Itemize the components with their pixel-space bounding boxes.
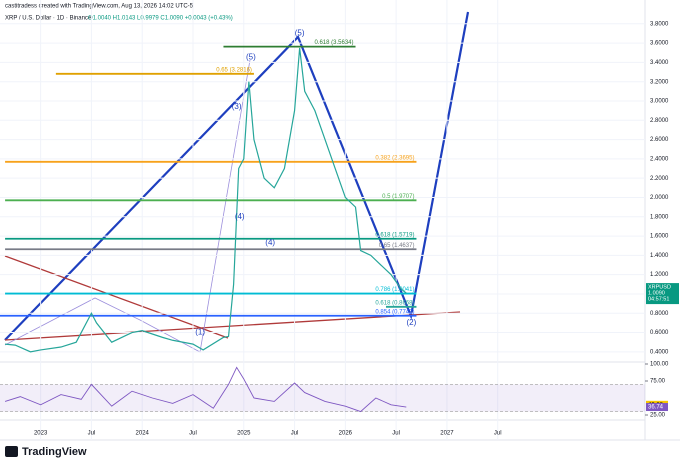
wave-label: (4): [265, 238, 275, 247]
x-tick-label: 2024: [136, 431, 150, 437]
brand-logo: [5, 446, 18, 457]
y-tick-label: 1.4000: [650, 253, 669, 259]
wave-label: (4): [235, 212, 245, 221]
attribution: castitradess created with TradingView.co…: [5, 4, 194, 10]
trend-lines: [4, 11, 470, 341]
y-tick-label: 3.4000: [650, 60, 669, 66]
wave-label: (2): [406, 318, 416, 327]
brand: TradingView: [22, 446, 87, 458]
fib-label: 0.618 (1.5719): [375, 232, 414, 238]
rsi-band: [0, 384, 645, 412]
y-tick-label: 1.6000: [650, 234, 669, 240]
last-price-text: 04:57:51: [648, 297, 669, 303]
y-tick-label: 25.00: [650, 413, 666, 419]
wave-label: (3): [232, 102, 242, 111]
fib-label: 0.854 (0.7742): [375, 309, 414, 315]
y-tick-label: 3.0000: [650, 99, 669, 105]
y-tick-label: 75.00: [650, 379, 666, 385]
x-tick-label: Jul: [392, 431, 400, 437]
y-tick-label: 3.6000: [650, 41, 669, 47]
wave-label: (1): [195, 328, 205, 337]
y-tick-label: 2.0000: [650, 195, 669, 201]
y-tick-label: 2.2000: [650, 176, 669, 182]
y-tick-label: 1.8000: [650, 214, 669, 220]
x-tick-label: Jul: [189, 431, 197, 437]
rsi-badge-text: 36.74: [648, 405, 664, 411]
y-tick-label: 0.6000: [650, 330, 669, 336]
y-tick-label: 2.8000: [650, 118, 669, 124]
y-tick-label: 2.6000: [650, 137, 669, 143]
last-price-badge: [646, 283, 679, 305]
red-trendline: [4, 311, 461, 341]
y-tick-label: 100.00: [650, 362, 669, 368]
last-price-text: 1.0090: [648, 291, 665, 297]
x-tick-label: 2023: [34, 431, 48, 437]
fib-label: 0.618 (0.8668): [375, 300, 414, 306]
fib-label: 0.786 (1.0041): [375, 287, 414, 293]
y-tick-label: 0.8000: [650, 311, 669, 317]
x-tick-label: Jul: [88, 431, 96, 437]
x-tick-label: Jul: [291, 431, 299, 437]
x-tick-label: 2027: [440, 431, 454, 437]
fib-label: 0.65 (3.2816): [216, 67, 252, 73]
x-tick-label: 2026: [339, 431, 353, 437]
x-tick-label: Jul: [494, 431, 502, 437]
symbol: XRP / U.S. Dollar · 1D · Binance: [5, 16, 92, 22]
fib-label: 0.382 (2.3695): [375, 155, 414, 161]
ohlc: O1.0040 H1.0143 L0.9979 C1.0090 +0.0043 …: [88, 16, 233, 22]
series-line: [5, 47, 407, 353]
fib-label: 0.618 (3.5634): [314, 40, 353, 46]
y-tick-label: 3.8000: [650, 21, 669, 27]
last-price-text: XRPUSD: [648, 285, 671, 291]
y-tick-label: 0.4000: [650, 349, 669, 355]
red-trendline: [4, 255, 229, 339]
y-tick-label: 2.4000: [650, 156, 669, 162]
fib-label: 0.65 (1.4637): [379, 243, 415, 249]
series-line: [4, 366, 407, 413]
fib-label: 0.5 (1.9707): [382, 194, 414, 200]
y-tick-label: 3.2000: [650, 79, 669, 85]
wave-label: (5): [295, 29, 305, 38]
x-tick-label: 2025: [237, 431, 251, 437]
y-tick-label: 1.2000: [650, 272, 669, 278]
wave-label: (5): [246, 53, 256, 62]
rsi-badge: [646, 403, 668, 412]
